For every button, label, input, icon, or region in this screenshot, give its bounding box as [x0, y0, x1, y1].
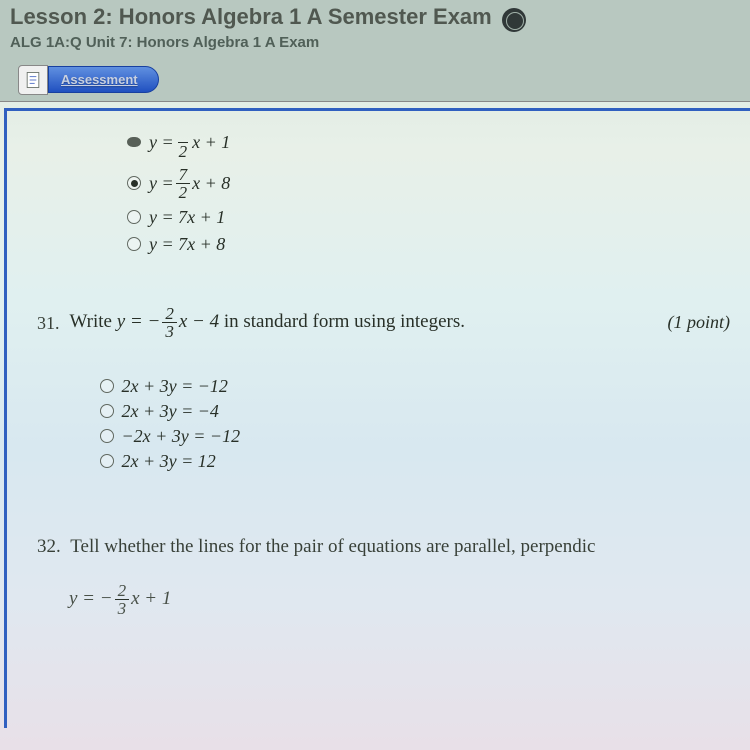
q31-options: 2x + 3y = −12 2x + 3y = −4 −2x + 3y = −1… [100, 376, 750, 472]
prompt-text: Write [70, 311, 113, 333]
radio-icon [127, 135, 141, 149]
radio-icon [100, 404, 114, 418]
globe-icon[interactable] [502, 8, 526, 32]
equation-text: −2x + 3y = −12 [122, 426, 241, 447]
question-number: 32. [37, 536, 61, 557]
prompt-text: Tell whether the lines for the pair of e… [70, 536, 595, 557]
equation-text: y = 72 x + 8 [149, 166, 230, 201]
equation-text: y = 2 x + 1 [149, 125, 230, 160]
equation-text: 2x + 3y = −12 [122, 376, 228, 397]
tab-row: Assessment [10, 65, 740, 95]
q31-option-d[interactable]: 2x + 3y = 12 [100, 451, 750, 472]
radio-icon [127, 176, 141, 190]
course-subtitle: ALG 1A:Q Unit 7: Honors Algebra 1 A Exam [10, 34, 740, 51]
q30-options: y = 2 x + 1 y = 72 x + 8 y = 7x + 1 y = … [127, 125, 750, 255]
q32-equation: y = − 23 x + 1 [69, 582, 750, 617]
lesson-title: Lesson 2: Honors Algebra 1 A Semester Ex… [10, 4, 492, 30]
points-label: (1 point) [668, 312, 731, 333]
radio-icon [100, 429, 114, 443]
question-number: 31. [37, 313, 60, 334]
question-body: Write y = − 23 x − 4 in standard form us… [70, 305, 750, 476]
exam-content-frame: y = 2 x + 1 y = 72 x + 8 y = 7x + 1 y = … [4, 108, 750, 728]
radio-icon [127, 237, 141, 251]
q30-option-b[interactable]: y = 72 x + 8 [127, 166, 750, 201]
equation-text: 2x + 3y = −4 [122, 401, 219, 422]
q31-option-c[interactable]: −2x + 3y = −12 [100, 426, 750, 447]
q30-option-c[interactable]: y = 7x + 1 [127, 207, 750, 228]
q30-option-d[interactable]: y = 7x + 8 [127, 234, 750, 255]
equation-text: y = 7x + 8 [149, 234, 225, 255]
radio-icon [100, 454, 114, 468]
radio-icon [100, 379, 114, 393]
page-header: Lesson 2: Honors Algebra 1 A Semester Ex… [0, 0, 750, 102]
q32-block: 32. Tell whether the lines for the pair … [37, 536, 750, 558]
prompt-text: in standard form using integers. [224, 311, 465, 333]
equation-text: 2x + 3y = 12 [122, 451, 216, 472]
assessment-tab[interactable]: Assessment [48, 66, 159, 93]
q30-option-a[interactable]: y = 2 x + 1 [127, 125, 750, 160]
equation-text: y = 7x + 1 [149, 207, 225, 228]
equation-text: y = − 23 x − 4 [112, 305, 224, 340]
q31-option-b[interactable]: 2x + 3y = −4 [100, 401, 750, 422]
radio-icon [127, 210, 141, 224]
assessment-doc-icon[interactable] [18, 65, 48, 95]
q31-block: 31. Write y = − 23 x − 4 in standard for… [37, 305, 750, 476]
q31-option-a[interactable]: 2x + 3y = −12 [100, 376, 750, 397]
